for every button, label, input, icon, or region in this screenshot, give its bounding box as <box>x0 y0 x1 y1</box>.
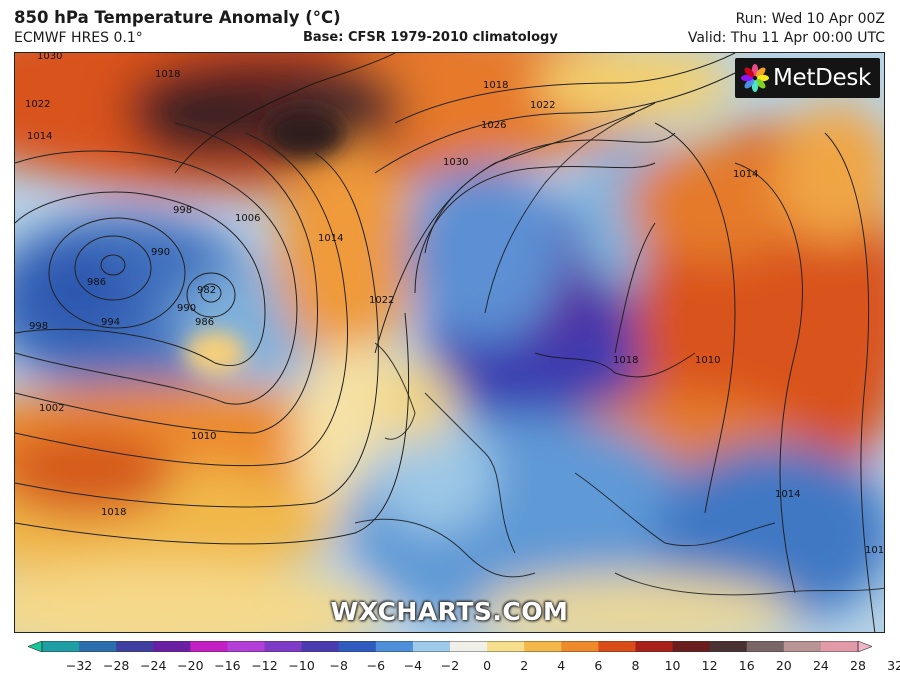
colorbar-segment <box>79 641 117 652</box>
colorbar-tick-label: −2 <box>440 658 460 673</box>
colorbar-tick-label: −6 <box>366 658 386 673</box>
isobar-label: 1022 <box>25 99 50 110</box>
colorbar-segment <box>709 641 748 652</box>
isobar-label: 1022 <box>369 295 394 306</box>
colorbar-segment <box>190 641 228 652</box>
isobar-label: 1014 <box>775 489 800 500</box>
colorbar-tick-label: 20 <box>775 658 792 673</box>
isobar-label: 1026 <box>481 120 506 131</box>
colorbar-tick-label: 12 <box>701 658 718 673</box>
metdesk-logo: MetDesk <box>735 58 880 98</box>
colorbar-segment <box>375 641 414 652</box>
colorbar-tick-label: −12 <box>251 658 278 673</box>
isobar-label: 1014 <box>733 169 758 180</box>
colorbar-tick-label: 24 <box>812 658 829 673</box>
colorbar-tick-label: −24 <box>140 658 167 673</box>
isobar-label: 986 <box>195 317 214 328</box>
colorbar-tick-label: 4 <box>557 658 566 673</box>
colorbar-tick-label: −32 <box>65 658 93 673</box>
isobar-label: 1014 <box>865 545 885 556</box>
isobar-labels: 1030 1018 1022 1014 1018 1022 1026 1030 … <box>25 53 885 556</box>
isobar-label: 1030 <box>37 53 62 62</box>
isobar-label: 1010 <box>191 431 216 442</box>
colorbar-segment <box>598 641 636 652</box>
colorbar-tick-label: 10 <box>664 658 681 673</box>
colorbar-tick-label: −20 <box>177 658 204 673</box>
colorbar-tick-label: 32 <box>887 658 900 673</box>
colorbar-segment <box>338 641 377 652</box>
valid-time: Valid: Thu 11 Apr 00:00 UTC <box>687 30 885 46</box>
colorbar-segment <box>264 641 303 652</box>
colorbar-segment <box>116 641 154 652</box>
colorbar-tick-label: −4 <box>403 658 423 673</box>
chart-title: 850 hPa Temperature Anomaly (°C) <box>14 8 341 27</box>
colorbar-tick-label: 8 <box>631 658 640 673</box>
isobar-label: 1002 <box>39 403 64 414</box>
colorbar-tick-label: 6 <box>594 658 603 673</box>
isobar-label: 982 <box>197 285 216 296</box>
isobar-label: 1010 <box>695 355 720 366</box>
colorbar-tick-label: −28 <box>102 658 130 673</box>
isobar-label: 994 <box>101 317 120 328</box>
isobar-lines <box>15 53 876 632</box>
colorbar-segment <box>561 641 599 652</box>
colorbar-segment <box>820 641 859 652</box>
color-scale-ticks: −32 −28 −24 −20 −16 −12 −10 −8 −6 −4 −2 0 2 4 6 8 10 12 16… <box>28 658 900 674</box>
colorbar-segment <box>487 641 525 652</box>
colorbar-segment <box>412 641 451 652</box>
isobar-label: 1006 <box>235 213 260 224</box>
color-scale-bar <box>28 641 872 652</box>
wxcharts-watermark: WXCHARTS.COM <box>330 597 569 626</box>
colorbar-segment <box>746 641 785 652</box>
isobar-label: 1018 <box>613 355 638 366</box>
metdesk-flower-icon <box>741 64 769 92</box>
isobar-label: 998 <box>29 321 48 332</box>
metdesk-logo-text: MetDesk <box>773 65 872 91</box>
climatology-base: Base: CFSR 1979-2010 climatology <box>303 30 558 45</box>
isobar-label: 1018 <box>101 507 126 518</box>
colorbar-tick-label: 2 <box>520 658 529 673</box>
isobar-label: 1018 <box>155 69 180 80</box>
isobar-label: 998 <box>173 205 192 216</box>
colorbar-segment <box>153 641 191 652</box>
colorbar-tick-label: 28 <box>850 658 866 673</box>
colorbar-min-extend <box>28 641 43 652</box>
colorbar-segment <box>783 641 822 652</box>
run-time: Run: Wed 10 Apr 00Z <box>735 11 885 27</box>
colorbar-segment <box>42 641 80 652</box>
coastlines <box>174 53 884 596</box>
colorbar-tick-label: 16 <box>738 658 755 673</box>
colorbar-segment <box>635 641 674 652</box>
colorbar-segment <box>301 641 340 652</box>
weather-map[interactable]: 1030 1018 1022 1014 1018 1022 1026 1030 … <box>14 52 885 633</box>
anomaly-field: 1030 1018 1022 1014 1018 1022 1026 1030 … <box>15 53 885 632</box>
model-name: ECMWF HRES 0.1° <box>14 30 143 46</box>
isobar-label: 1014 <box>318 233 343 244</box>
isobar-label: 990 <box>177 303 196 314</box>
colorbar-tick-label: −10 <box>288 658 315 673</box>
colorbar-outline <box>41 641 859 652</box>
isobar-label: 1022 <box>530 100 555 111</box>
colorbar-tick-label: −16 <box>214 658 241 673</box>
colorbar-tick-label: 0 <box>483 658 492 673</box>
isobar-label: 1030 <box>443 157 468 168</box>
colorbar-segment <box>524 641 562 652</box>
colorbar-segment <box>672 641 711 652</box>
colorbar-tick-label: −8 <box>329 658 348 673</box>
isobar-label: 1018 <box>483 80 508 91</box>
isobar-label: 986 <box>87 277 106 288</box>
isobar-label: 990 <box>151 247 170 258</box>
isobar-label: 1014 <box>27 131 52 142</box>
colorbar-segment <box>227 641 266 652</box>
colorbar-segment <box>450 641 488 652</box>
colorbar-max-extend <box>857 641 872 652</box>
